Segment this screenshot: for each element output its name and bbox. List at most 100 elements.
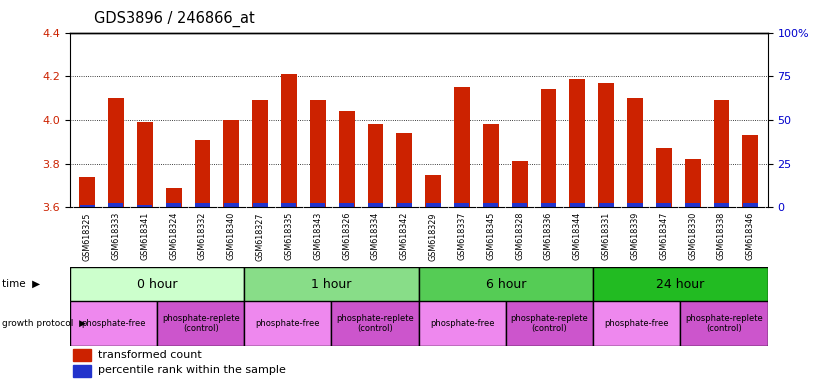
Bar xyxy=(685,159,700,207)
Bar xyxy=(252,100,268,207)
Bar xyxy=(483,124,498,207)
Bar xyxy=(73,365,91,377)
Bar xyxy=(166,202,181,207)
Bar xyxy=(425,175,441,207)
Text: phosphate-free: phosphate-free xyxy=(430,319,494,328)
Bar xyxy=(339,204,354,207)
Text: phosphate-replete
(control): phosphate-replete (control) xyxy=(511,314,589,333)
Text: GSM618334: GSM618334 xyxy=(371,212,380,260)
Text: GDS3896 / 246866_at: GDS3896 / 246866_at xyxy=(94,11,255,27)
Bar xyxy=(223,120,239,207)
Bar xyxy=(593,301,681,346)
Text: phosphate-replete
(control): phosphate-replete (control) xyxy=(337,314,414,333)
Text: GSM618340: GSM618340 xyxy=(227,212,236,260)
Text: 24 hour: 24 hour xyxy=(656,278,704,291)
Text: GSM618330: GSM618330 xyxy=(688,212,697,260)
Bar xyxy=(419,301,506,346)
Bar xyxy=(282,203,296,207)
Bar xyxy=(599,204,613,207)
Bar xyxy=(484,204,498,207)
Text: phosphate-free: phosphate-free xyxy=(604,319,669,328)
Bar xyxy=(73,349,91,361)
Bar xyxy=(714,203,729,207)
Text: GSM618333: GSM618333 xyxy=(112,212,121,260)
Bar xyxy=(656,204,672,207)
Bar xyxy=(224,202,239,207)
Text: GSM618327: GSM618327 xyxy=(255,212,264,261)
Text: phosphate-replete
(control): phosphate-replete (control) xyxy=(686,314,763,333)
Text: GSM618326: GSM618326 xyxy=(342,212,351,260)
Text: GSM618331: GSM618331 xyxy=(602,212,611,260)
Bar xyxy=(108,204,123,207)
Bar xyxy=(512,203,527,207)
Bar xyxy=(541,204,556,207)
Text: transformed count: transformed count xyxy=(98,350,201,360)
Bar xyxy=(511,162,528,207)
Text: GSM618338: GSM618338 xyxy=(717,212,726,260)
Bar xyxy=(593,267,768,301)
Text: GSM618347: GSM618347 xyxy=(659,212,668,260)
Text: GSM618344: GSM618344 xyxy=(573,212,582,260)
Bar xyxy=(455,204,470,207)
Text: GSM618335: GSM618335 xyxy=(284,212,293,260)
Bar xyxy=(70,301,157,346)
Bar xyxy=(627,98,643,207)
Bar xyxy=(137,122,153,207)
Bar xyxy=(339,111,355,207)
Bar xyxy=(425,204,441,207)
Bar xyxy=(195,204,210,207)
Bar xyxy=(743,204,758,207)
Bar xyxy=(397,133,412,207)
Bar xyxy=(742,135,759,207)
Text: GSM618346: GSM618346 xyxy=(745,212,754,260)
Text: growth protocol  ▶: growth protocol ▶ xyxy=(2,319,85,328)
Bar xyxy=(540,89,557,207)
Bar xyxy=(570,78,585,207)
Text: GSM618336: GSM618336 xyxy=(544,212,553,260)
Bar xyxy=(332,301,419,346)
Bar xyxy=(368,204,383,207)
Text: 1 hour: 1 hour xyxy=(311,278,351,291)
Bar xyxy=(627,203,643,207)
Bar xyxy=(195,140,210,207)
Bar xyxy=(686,204,700,207)
Bar xyxy=(681,301,768,346)
Bar xyxy=(137,205,152,207)
Text: GSM618337: GSM618337 xyxy=(457,212,466,260)
Text: phosphate-free: phosphate-free xyxy=(255,319,320,328)
Text: time  ▶: time ▶ xyxy=(2,279,39,289)
Bar xyxy=(157,301,245,346)
Bar xyxy=(253,204,268,207)
Text: GSM618345: GSM618345 xyxy=(486,212,495,260)
Bar xyxy=(368,124,383,207)
Bar xyxy=(570,203,585,207)
Bar xyxy=(166,188,181,207)
Text: GSM618332: GSM618332 xyxy=(198,212,207,260)
Text: GSM618341: GSM618341 xyxy=(140,212,149,260)
Text: GSM618343: GSM618343 xyxy=(314,212,323,260)
Text: GSM618328: GSM618328 xyxy=(515,212,524,260)
Text: GSM618329: GSM618329 xyxy=(429,212,438,261)
Bar xyxy=(506,301,594,346)
Text: phosphate-free: phosphate-free xyxy=(81,319,145,328)
Text: 0 hour: 0 hour xyxy=(137,278,177,291)
Bar xyxy=(454,87,470,207)
Bar xyxy=(713,100,729,207)
Bar xyxy=(599,83,614,207)
Bar xyxy=(245,267,419,301)
Text: 6 hour: 6 hour xyxy=(486,278,526,291)
Bar xyxy=(656,148,672,207)
Text: GSM618339: GSM618339 xyxy=(631,212,640,260)
Bar xyxy=(70,267,245,301)
Bar xyxy=(281,74,297,207)
Text: phosphate-replete
(control): phosphate-replete (control) xyxy=(162,314,240,333)
Text: GSM618342: GSM618342 xyxy=(400,212,409,260)
Bar xyxy=(79,177,95,207)
Bar xyxy=(108,98,124,207)
Text: GSM618325: GSM618325 xyxy=(83,212,92,261)
Bar xyxy=(80,205,94,207)
Bar xyxy=(245,301,332,346)
Bar xyxy=(310,204,325,207)
Text: GSM618324: GSM618324 xyxy=(169,212,178,260)
Bar xyxy=(397,204,412,207)
